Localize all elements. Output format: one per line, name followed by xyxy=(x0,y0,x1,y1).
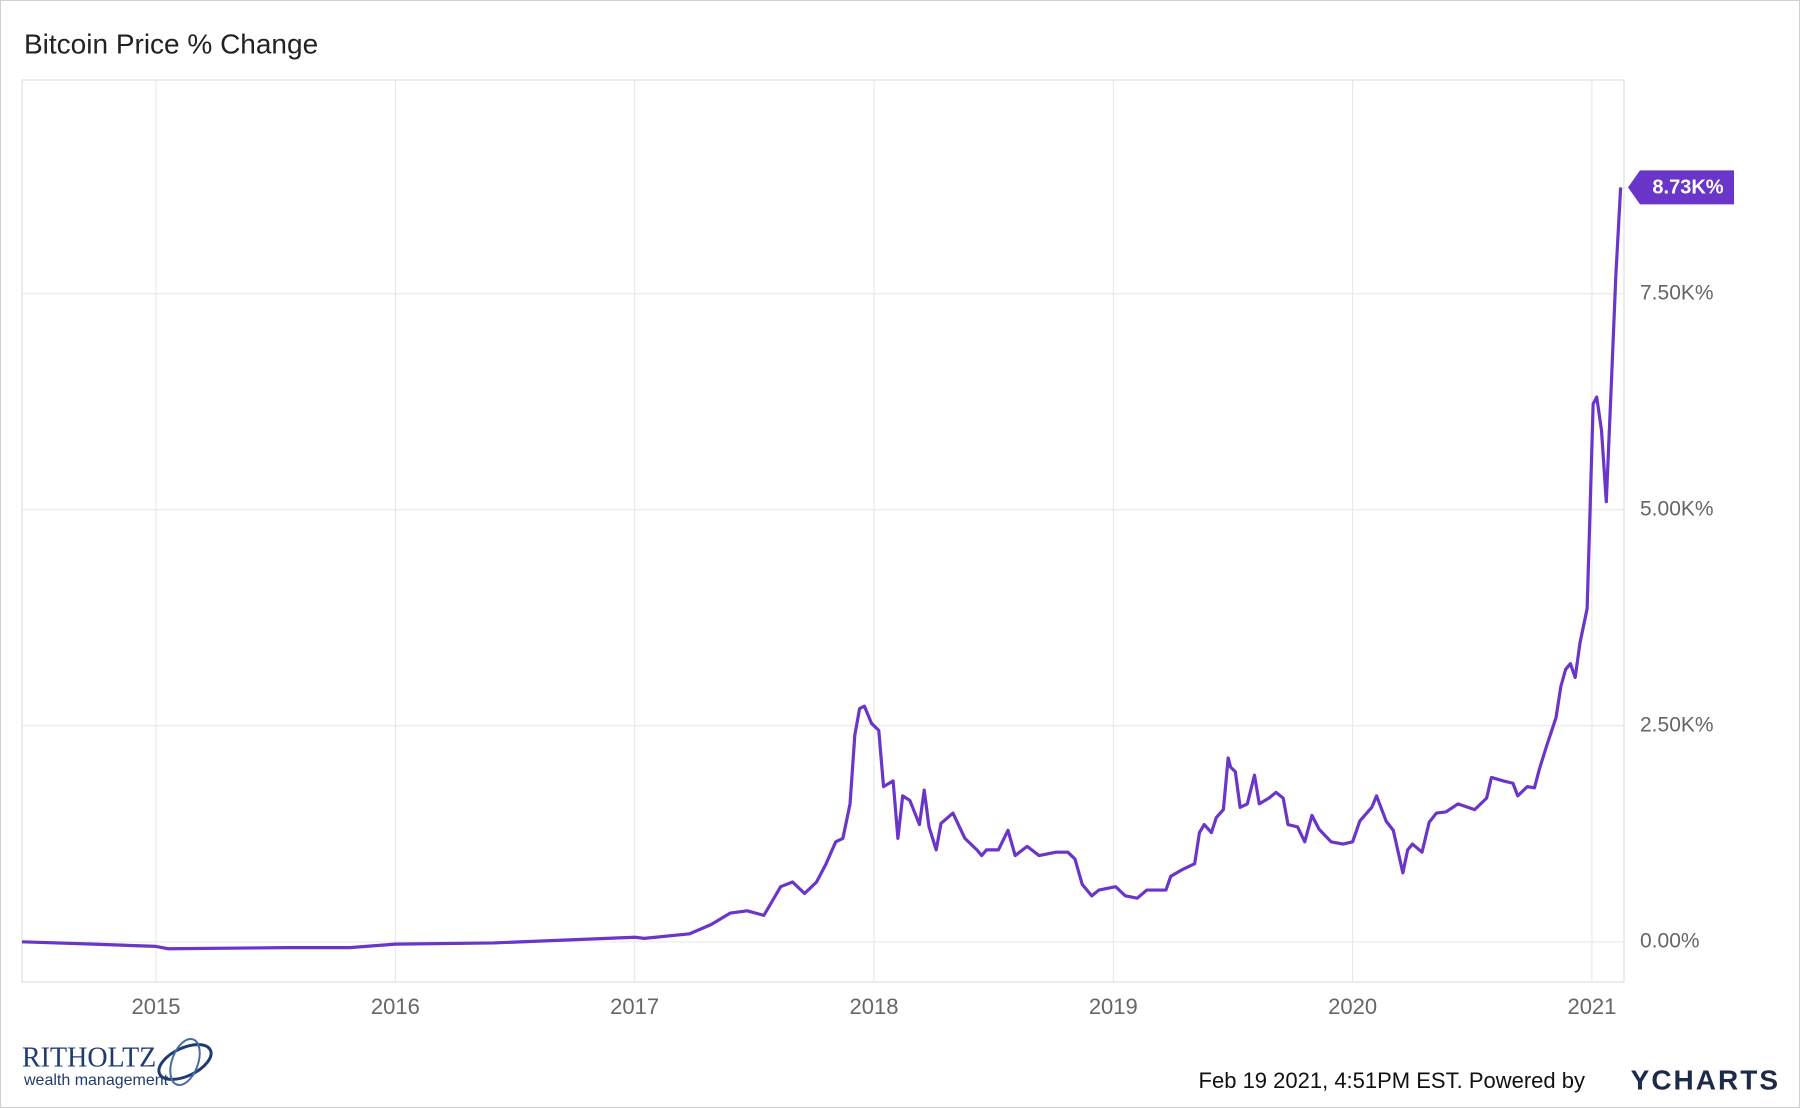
x-tick-label: 2018 xyxy=(849,994,898,1019)
logo-swirl xyxy=(169,1038,201,1086)
y-tick-label: 2.50K% xyxy=(1640,713,1714,736)
y-tick-label: 7.50K% xyxy=(1640,281,1714,304)
x-tick-label: 2019 xyxy=(1089,994,1138,1019)
end-label-box xyxy=(1628,170,1734,205)
x-tick-label: 2016 xyxy=(371,994,420,1019)
chart-title: Bitcoin Price % Change xyxy=(24,28,318,59)
timestamp: Feb 19 2021, 4:51PM EST. Powered by xyxy=(1199,1068,1585,1093)
y-tick-label: 5.00K% xyxy=(1640,497,1714,520)
logo-name: RITHOLTZ xyxy=(22,1042,156,1073)
end-label: 8.73K% xyxy=(1628,170,1734,205)
end-label-text: 8.73K% xyxy=(1652,177,1723,199)
y-tick-label: 0.00% xyxy=(1640,929,1700,952)
logo-tagline: wealth management xyxy=(23,1072,169,1089)
x-tick-label: 2020 xyxy=(1328,994,1377,1019)
price-line xyxy=(21,187,1623,951)
x-tick-label: 2015 xyxy=(132,994,181,1019)
brand[interactable]: YCHARTS xyxy=(1631,1064,1780,1095)
logo: RITHOLTZ wealth management xyxy=(22,1038,213,1089)
logo-swirl xyxy=(157,1043,213,1081)
x-tick-label: 2017 xyxy=(610,994,659,1019)
plot-area xyxy=(21,79,1625,983)
x-tick-label: 2021 xyxy=(1567,994,1616,1019)
